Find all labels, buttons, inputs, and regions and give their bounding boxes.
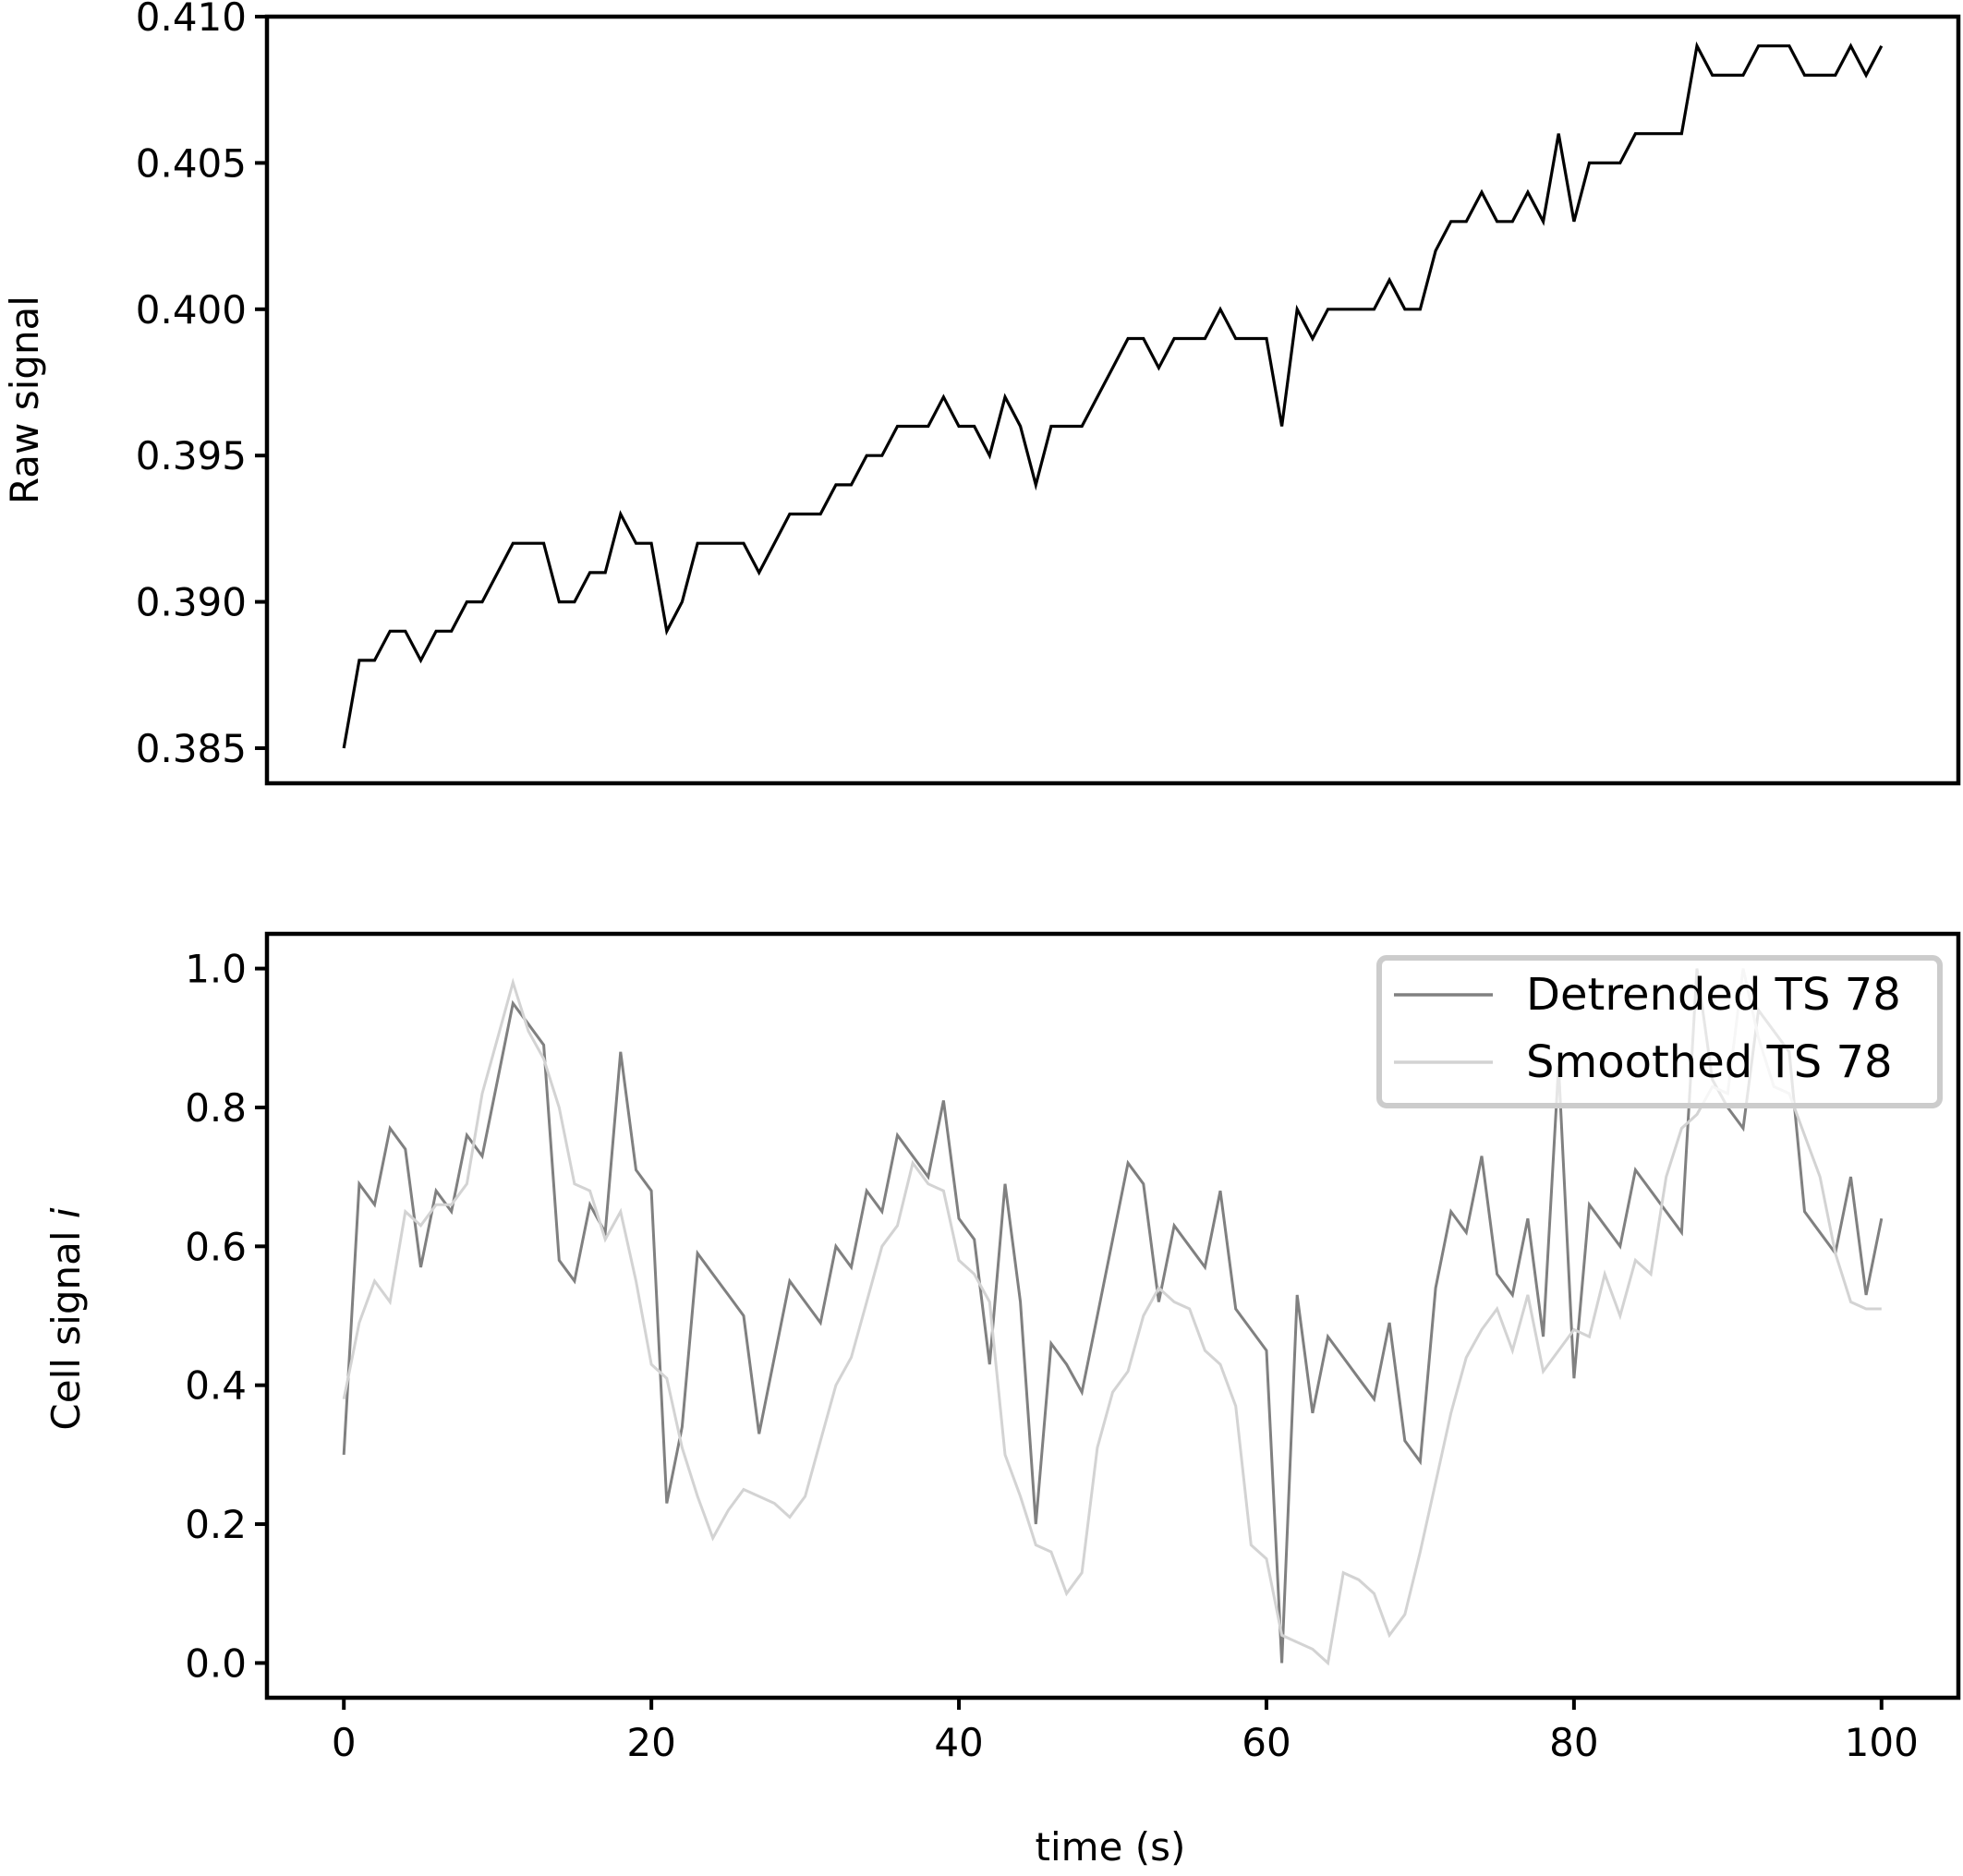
x-tick-label: 100 xyxy=(1845,1720,1919,1765)
x-tick-label: 20 xyxy=(626,1720,675,1765)
cell-signal-y-tick-label: 1.0 xyxy=(185,947,247,992)
raw-signal-plot-frame xyxy=(264,14,1961,786)
x-axis-label: time (s) xyxy=(1036,1824,1186,1870)
raw-signal-y-tick-label: 0.385 xyxy=(136,726,247,771)
cell-signal-y-tick-label: 0.4 xyxy=(185,1363,247,1409)
cell-signal-panel: 0.0 0.2 0.4 0.6 0.8 1.0 0 20 40 60 80 100 Cell sig… xyxy=(43,931,1961,1870)
legend-box xyxy=(1376,955,1943,1108)
cell-signal-x-ticks: 0 20 40 60 80 100 xyxy=(332,1698,1919,1765)
cell-signal-y-tick-label: 0.2 xyxy=(185,1502,247,1547)
cell-signal-y-tick-label: 0.8 xyxy=(185,1085,247,1131)
raw-signal-y-tick-label: 0.400 xyxy=(136,287,247,333)
smoothed-ts-78-line xyxy=(342,968,1882,1666)
x-tick-label: 60 xyxy=(1242,1720,1290,1765)
raw-signal-y-axis-label: Raw signal xyxy=(2,296,47,504)
raw-signal-panel: 0.385 0.390 0.395 0.400 0.405 0.410 Raw signa… xyxy=(2,0,1961,786)
cell-signal-y-axis-label: Cell signal i xyxy=(43,1207,89,1430)
legend-label-detrended: Detrended TS 78 xyxy=(1526,969,1901,1021)
cell-signal-series xyxy=(342,968,1884,1666)
raw-signal-series xyxy=(342,41,1884,749)
cell-signal-y-tick-label: 0.6 xyxy=(185,1224,247,1269)
legend-label-smoothed: Smoothed TS 78 xyxy=(1526,1036,1893,1088)
cell-signal-y-axis-label-main: Cell signal xyxy=(43,1218,89,1430)
raw-signal-y-tick-label: 0.410 xyxy=(136,0,247,40)
raw-signal-y-tick-label: 0.395 xyxy=(136,433,247,478)
cell-signal-y-ticks: 0.0 0.2 0.4 0.6 0.8 1.0 xyxy=(185,947,267,1686)
cell-signal-y-axis-label-italic: i xyxy=(43,1207,89,1218)
raw-signal-y-ticks: 0.385 0.390 0.395 0.400 0.405 0.410 xyxy=(136,0,267,771)
legend: Detrended TS 78 Smoothed TS 78 xyxy=(1376,955,1943,1108)
x-tick-label: 0 xyxy=(332,1720,357,1765)
x-tick-label: 80 xyxy=(1549,1720,1598,1765)
cell-signal-y-tick-label: 0.0 xyxy=(185,1640,247,1686)
cell-signal-plot-frame xyxy=(264,931,1961,1701)
raw-signal-series-0-line xyxy=(342,41,1884,749)
raw-signal-y-tick-label: 0.405 xyxy=(136,140,247,186)
x-tick-label: 40 xyxy=(934,1720,983,1765)
raw-signal-y-tick-label: 0.390 xyxy=(136,580,247,625)
